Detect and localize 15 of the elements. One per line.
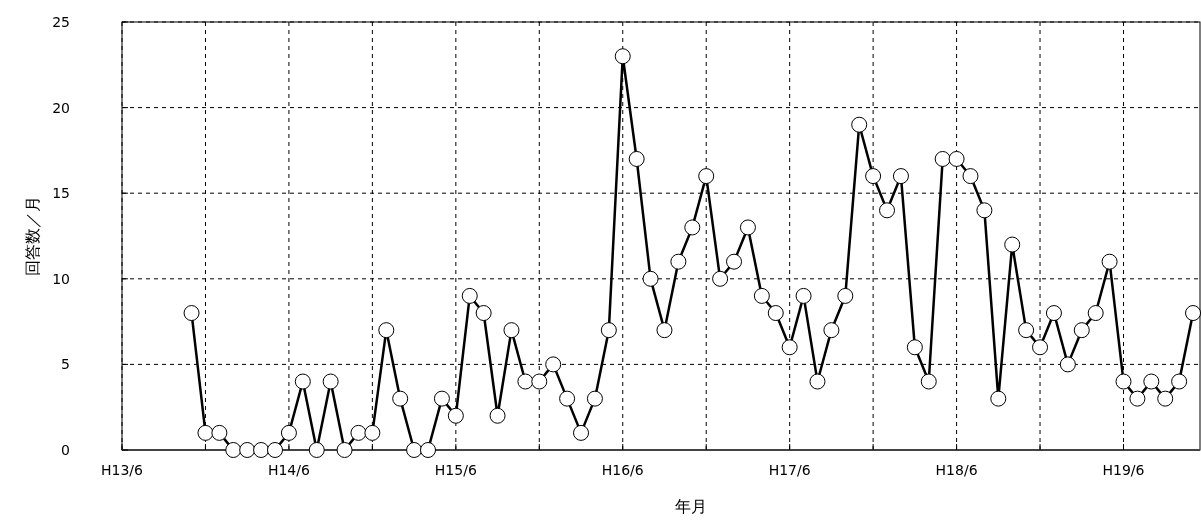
x-tick-label: H14/6 [267,462,310,478]
y-tick-label: 10 [52,270,70,287]
x-tick-label: H18/6 [935,462,978,478]
y-axis-title: 回答数／月 [23,196,42,276]
y-tick-label: 5 [61,356,70,373]
x-tick-label: H17/6 [768,462,811,478]
x-tick-label: H13/6 [101,462,144,478]
x-tick-label: H19/6 [1102,462,1145,478]
y-tick-label: 0 [61,442,70,458]
x-tick-label: H16/6 [601,462,644,478]
y-tick-label: 15 [52,185,70,202]
x-axis-title: 年月 [675,497,707,516]
x-tick-label: H15/6 [434,462,477,478]
y-tick-label: 20 [52,99,70,116]
y-tick-label: 25 [52,14,70,30]
